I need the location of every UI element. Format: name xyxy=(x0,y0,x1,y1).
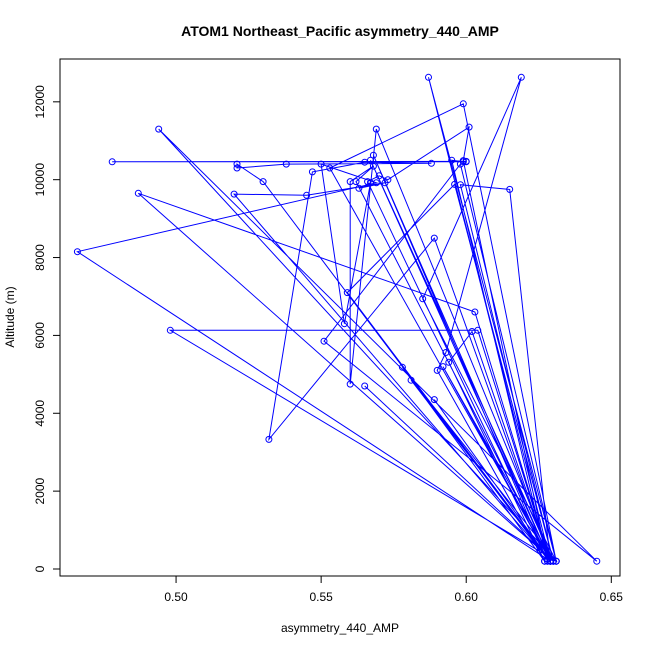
data-point xyxy=(445,358,453,366)
data-point xyxy=(346,380,354,388)
data-point xyxy=(459,100,467,108)
data-point xyxy=(361,158,369,166)
data-point xyxy=(375,172,383,180)
data-point xyxy=(474,326,482,334)
data-point xyxy=(317,160,325,168)
data-point xyxy=(433,366,441,374)
data-point xyxy=(233,164,241,172)
data-point xyxy=(369,151,377,159)
y-axis: 0 2000 4000 6000 8000 10000 12000 xyxy=(33,85,61,572)
data-point xyxy=(108,158,116,166)
series-layer xyxy=(73,73,601,565)
data-point xyxy=(355,184,363,192)
data-point xyxy=(320,337,328,345)
data-point xyxy=(425,73,432,81)
data-point xyxy=(282,160,290,168)
data-point xyxy=(506,185,514,193)
data-point xyxy=(407,376,415,384)
y-tick-label: 10000 xyxy=(33,163,47,197)
data-point xyxy=(340,320,348,328)
x-tick-label: 0.55 xyxy=(309,590,333,604)
data-point xyxy=(419,295,427,303)
data-point xyxy=(456,160,464,168)
chart-title: ATOM1 Northeast_Pacific asymmetry_440_AM… xyxy=(181,23,499,39)
data-point xyxy=(517,73,525,81)
x-tick-label: 0.65 xyxy=(600,590,624,604)
x-axis: 0.50 0.55 0.60 0.65 xyxy=(164,575,624,604)
data-point xyxy=(361,382,369,390)
data-point xyxy=(456,181,464,189)
y-tick-label: 4000 xyxy=(33,400,47,427)
data-point xyxy=(462,157,470,165)
data-point xyxy=(448,156,456,164)
data-point xyxy=(430,234,438,242)
y-tick-label: 6000 xyxy=(33,322,47,349)
data-point xyxy=(369,162,377,170)
data-point xyxy=(546,557,554,565)
data-point xyxy=(308,168,316,176)
y-tick-label: 12000 xyxy=(33,85,47,119)
y-tick-label: 0 xyxy=(33,565,47,572)
data-point xyxy=(381,179,389,187)
y-tick-label: 8000 xyxy=(33,244,47,271)
data-point xyxy=(442,349,450,356)
data-point xyxy=(259,178,267,186)
data-point xyxy=(593,557,601,565)
data-point xyxy=(346,178,354,186)
x-tick-label: 0.60 xyxy=(455,590,479,604)
data-point xyxy=(166,326,174,334)
data-point xyxy=(233,160,241,168)
x-axis-label: asymmetry_440_AMP xyxy=(281,621,399,635)
data-point xyxy=(134,189,142,197)
data-point xyxy=(549,557,557,565)
data-point xyxy=(427,159,435,167)
data-point xyxy=(430,396,438,404)
data-point xyxy=(73,248,81,256)
data-point xyxy=(303,191,311,199)
y-tick-label: 2000 xyxy=(33,477,47,504)
data-point xyxy=(265,435,273,443)
data-point xyxy=(230,190,238,198)
data-point xyxy=(155,125,163,133)
y-axis-label: Altitude (m) xyxy=(3,286,17,347)
data-point xyxy=(398,363,406,371)
x-tick-label: 0.50 xyxy=(164,590,188,604)
data-point xyxy=(439,363,447,371)
data-point xyxy=(372,179,380,187)
data-point xyxy=(326,164,334,172)
data-point xyxy=(343,289,351,297)
data-point xyxy=(465,123,473,131)
data-point xyxy=(372,125,380,133)
data-point xyxy=(471,308,479,316)
series-line xyxy=(76,77,598,563)
